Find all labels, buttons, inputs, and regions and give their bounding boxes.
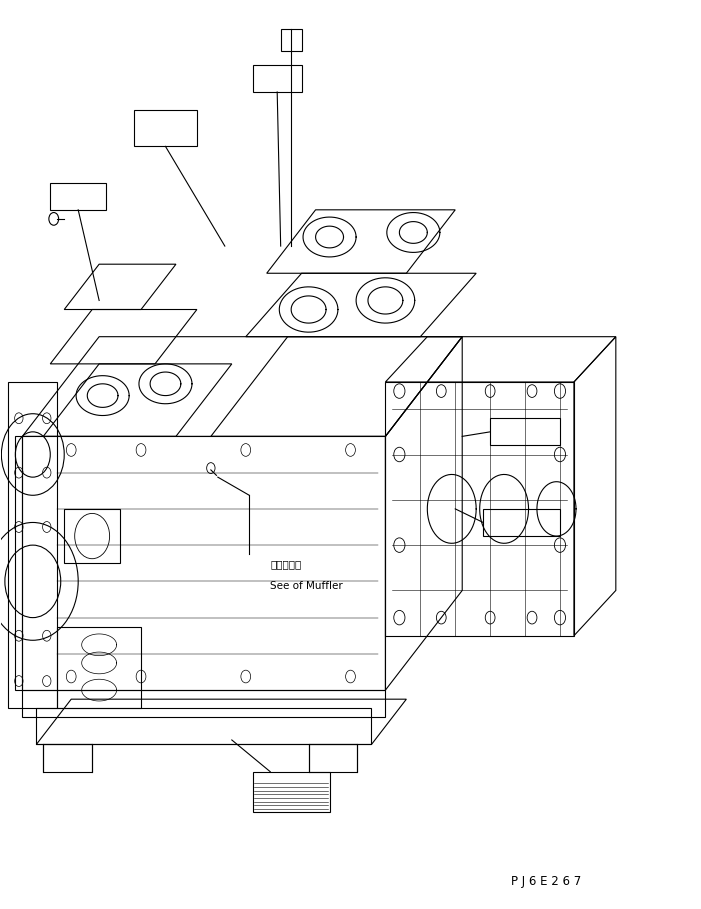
Text: マフラ参照: マフラ参照 bbox=[270, 559, 301, 569]
Text: See of Muffler: See of Muffler bbox=[270, 582, 343, 592]
Text: P J 6 E 2 6 7: P J 6 E 2 6 7 bbox=[511, 874, 581, 888]
